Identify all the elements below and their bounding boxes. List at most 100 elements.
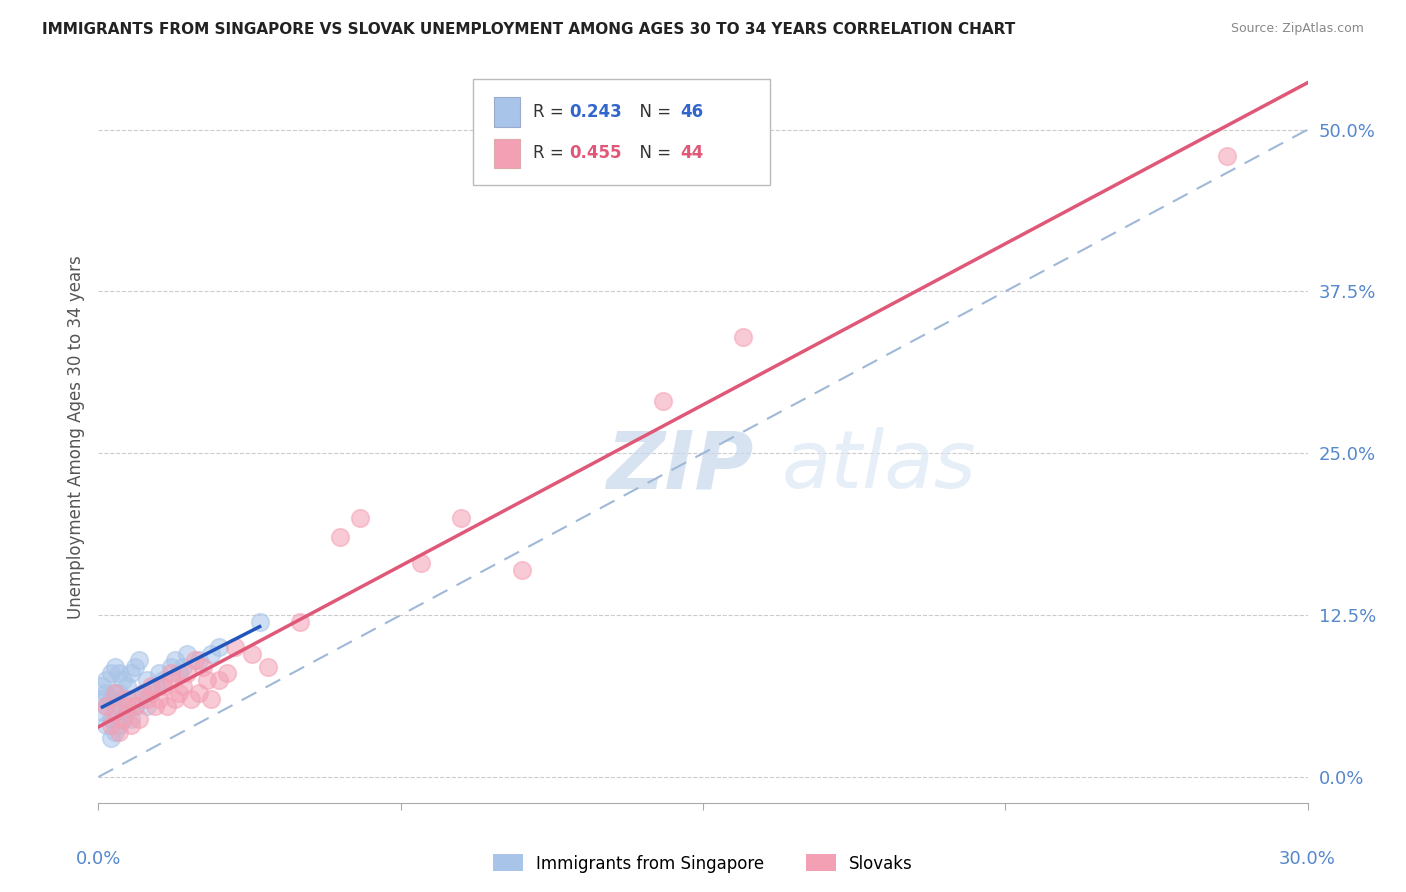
Point — [163, 653, 186, 667]
Point — [176, 647, 198, 661]
Point — [249, 615, 271, 629]
Point — [124, 698, 146, 713]
Point — [176, 666, 198, 681]
Point — [115, 705, 138, 719]
Point — [288, 615, 311, 629]
Point — [96, 686, 118, 700]
Point — [188, 686, 211, 700]
Point — [128, 692, 150, 706]
Point — [180, 692, 202, 706]
Point — [107, 686, 129, 700]
Point — [148, 666, 170, 681]
Legend: Immigrants from Singapore, Slovaks: Immigrants from Singapore, Slovaks — [486, 847, 920, 880]
Point — [115, 692, 138, 706]
Point — [107, 698, 129, 713]
Point — [156, 698, 179, 713]
Point — [139, 679, 162, 693]
Point — [143, 698, 166, 713]
Point — [103, 686, 125, 700]
Point — [143, 679, 166, 693]
Point — [349, 511, 371, 525]
Text: atlas: atlas — [782, 427, 976, 506]
Point — [152, 673, 174, 687]
Text: ZIP: ZIP — [606, 427, 754, 506]
Point — [124, 698, 146, 713]
Point — [100, 731, 122, 745]
Point — [107, 718, 129, 732]
Point — [111, 673, 134, 687]
Point — [103, 724, 125, 739]
Point — [135, 692, 157, 706]
Point — [152, 679, 174, 693]
Point — [100, 666, 122, 681]
FancyBboxPatch shape — [474, 78, 769, 185]
Point — [96, 698, 118, 713]
Point — [409, 557, 432, 571]
Point — [100, 712, 122, 726]
Point — [96, 718, 118, 732]
Point — [115, 698, 138, 713]
Point — [120, 712, 142, 726]
Point — [160, 666, 183, 681]
Point — [450, 511, 472, 525]
Point — [195, 673, 218, 687]
Point — [200, 692, 222, 706]
FancyBboxPatch shape — [494, 139, 520, 168]
Point — [91, 692, 114, 706]
Point — [167, 686, 190, 700]
Point — [172, 660, 194, 674]
Text: N =: N = — [630, 145, 676, 162]
Point — [651, 394, 673, 409]
Point — [96, 698, 118, 713]
Point — [128, 712, 150, 726]
Point — [172, 679, 194, 693]
Point — [167, 666, 190, 681]
Point — [193, 660, 215, 674]
Point — [132, 686, 155, 700]
Point — [329, 530, 352, 544]
Point — [120, 666, 142, 681]
FancyBboxPatch shape — [494, 97, 520, 127]
Point — [128, 653, 150, 667]
Point — [96, 673, 118, 687]
Point — [163, 692, 186, 706]
Text: R =: R = — [533, 145, 568, 162]
Point — [100, 718, 122, 732]
Point — [107, 724, 129, 739]
Point — [200, 647, 222, 661]
Point — [1216, 148, 1239, 162]
Point — [100, 692, 122, 706]
Point — [115, 679, 138, 693]
Point — [240, 647, 263, 661]
Point — [208, 640, 231, 655]
Point — [256, 660, 278, 674]
Point — [188, 653, 211, 667]
Point — [148, 692, 170, 706]
Point — [103, 705, 125, 719]
Point — [111, 712, 134, 726]
Point — [103, 686, 125, 700]
Point — [120, 718, 142, 732]
Point — [224, 640, 246, 655]
Text: R =: R = — [533, 103, 568, 121]
Text: 30.0%: 30.0% — [1279, 850, 1336, 868]
Point — [135, 673, 157, 687]
Point — [111, 712, 134, 726]
Point — [733, 330, 755, 344]
Point — [139, 686, 162, 700]
Text: 0.243: 0.243 — [569, 103, 621, 121]
Text: 0.455: 0.455 — [569, 145, 621, 162]
Point — [91, 705, 114, 719]
Point — [184, 653, 207, 667]
Point — [160, 673, 183, 687]
Point — [107, 666, 129, 681]
Point — [103, 660, 125, 674]
Text: 0.0%: 0.0% — [76, 850, 121, 868]
Point — [103, 705, 125, 719]
Text: IMMIGRANTS FROM SINGAPORE VS SLOVAK UNEMPLOYMENT AMONG AGES 30 TO 34 YEARS CORRE: IMMIGRANTS FROM SINGAPORE VS SLOVAK UNEM… — [42, 22, 1015, 37]
Text: 46: 46 — [681, 103, 703, 121]
Point — [217, 666, 239, 681]
Y-axis label: Unemployment Among Ages 30 to 34 years: Unemployment Among Ages 30 to 34 years — [66, 255, 84, 619]
Text: 44: 44 — [681, 145, 703, 162]
Point — [135, 698, 157, 713]
